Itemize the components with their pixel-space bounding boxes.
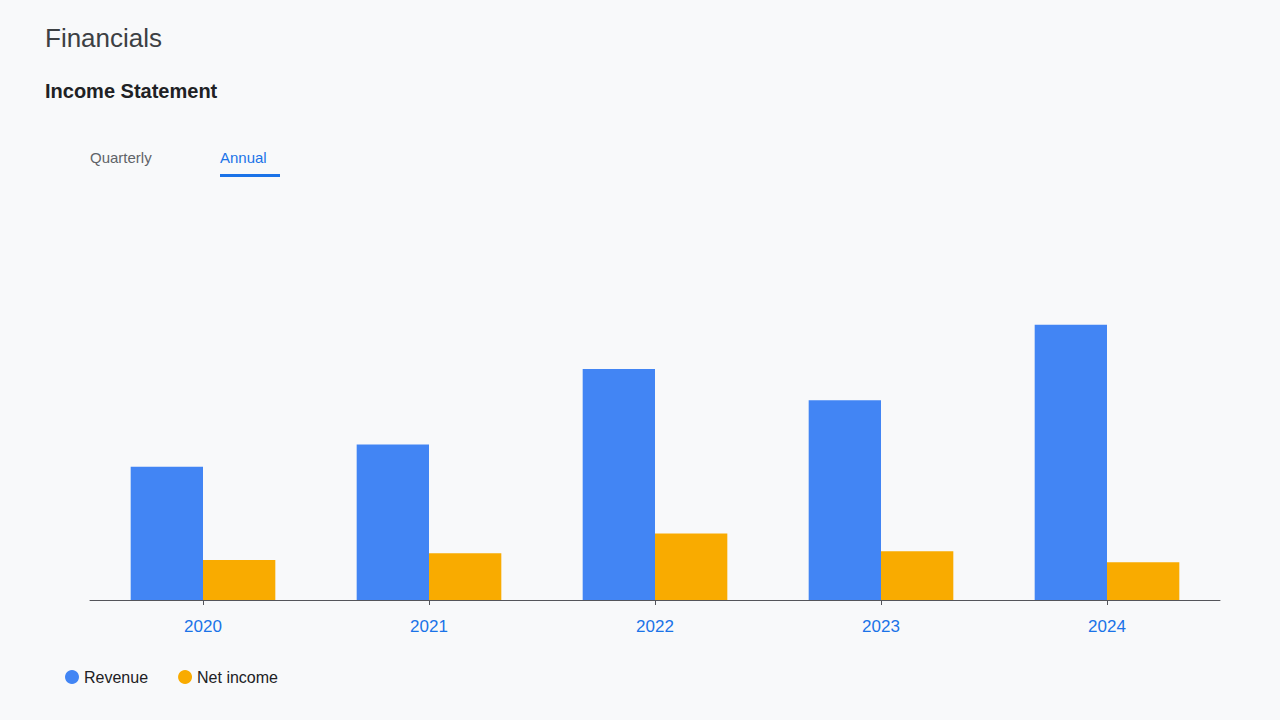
svg-text:Quarterly: Quarterly	[90, 149, 152, 166]
svg-text:2023: 2023	[862, 617, 900, 636]
svg-text:Revenue: Revenue	[84, 669, 148, 686]
svg-text:2024: 2024	[1088, 617, 1126, 636]
svg-text:2022: 2022	[636, 617, 674, 636]
svg-text:2020: 2020	[184, 617, 222, 636]
svg-text:Financials: Financials	[45, 23, 162, 53]
svg-text:Net income: Net income	[197, 669, 278, 686]
svg-text:Annual: Annual	[220, 149, 267, 166]
svg-text:Income Statement: Income Statement	[45, 80, 218, 102]
svg-text:2021: 2021	[410, 617, 448, 636]
